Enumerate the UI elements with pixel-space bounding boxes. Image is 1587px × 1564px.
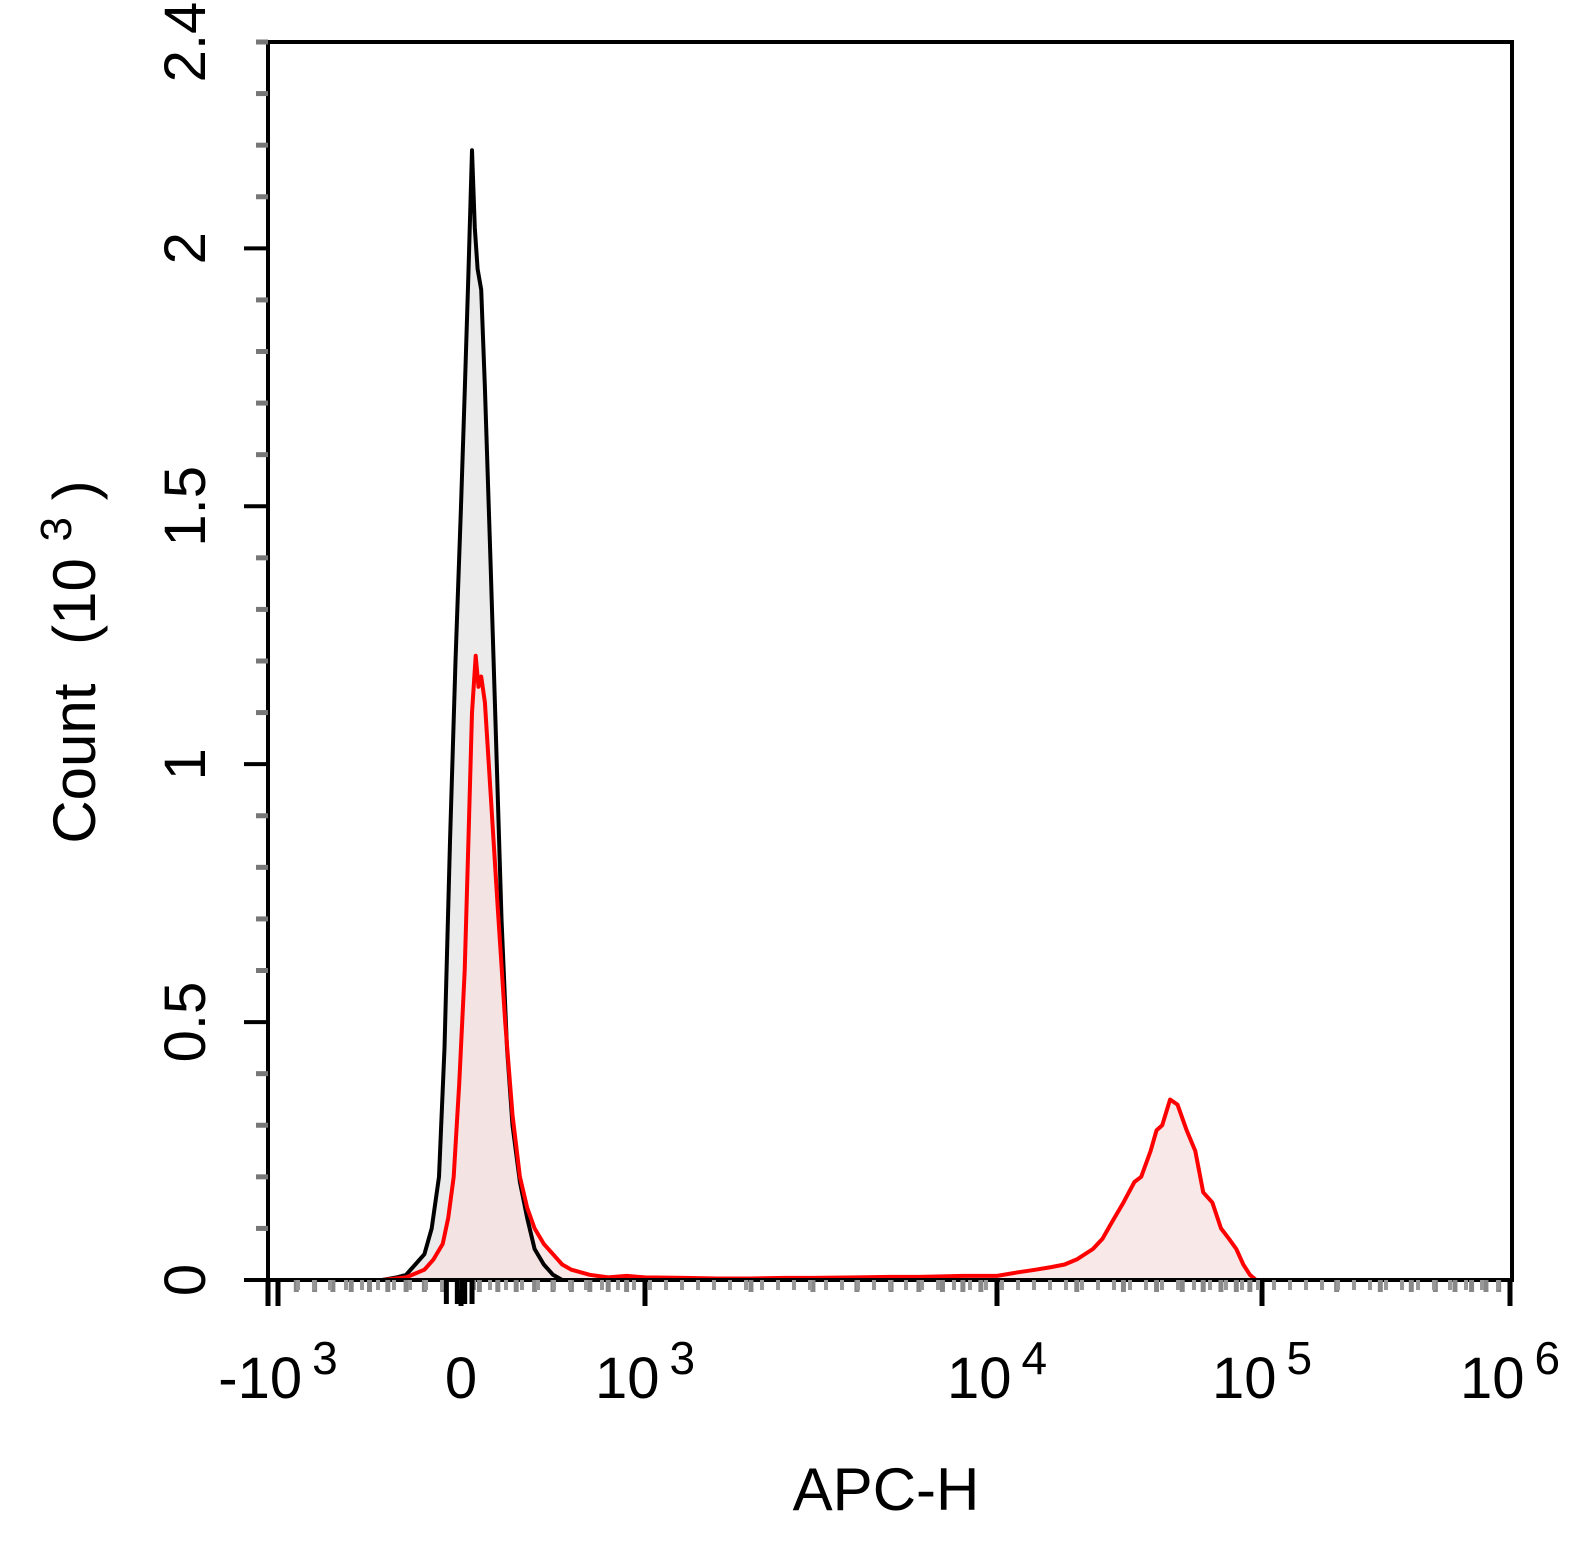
y-axis-ticks (244, 39, 268, 1282)
x-axis-ticks (265, 1280, 1513, 1306)
x-tick-label: -10 3 (218, 1332, 337, 1411)
y-tick-label: 2 (153, 232, 218, 264)
y-tick-label: 0 (153, 1264, 218, 1296)
y-tick-label: 1 (153, 748, 218, 780)
x-tick-label: 0 (445, 1346, 477, 1411)
y-axis-title-unit-exp: 3 (32, 517, 81, 541)
y-axis-title-unit-close: ) (41, 480, 108, 500)
y-tick-label: 0.5 (153, 982, 218, 1063)
y-axis-tick-labels: 0 0.5 1 1.5 2 2.4 (153, 2, 218, 1296)
x-tick-label: 10 3 (595, 1332, 695, 1411)
y-tick-label: 2.4 (153, 2, 218, 83)
x-tick-label: 10 6 (1460, 1332, 1560, 1411)
series-1-line (382, 653, 1258, 1282)
y-axis-title: Count (10 3 ) (17, 480, 108, 843)
x-tick-label: 10 4 (947, 1332, 1047, 1411)
x-tick-label: 10 5 (1212, 1332, 1312, 1411)
x-axis-title: APC-H (793, 1456, 980, 1523)
x-axis-tick-labels: -10 3 0 10 3 10 4 10 5 10 6 (218, 1332, 1560, 1411)
series-1-fill (382, 655, 1257, 1280)
y-axis-title-unit-base: (10 (41, 558, 108, 645)
y-tick-label: 1.5 (153, 466, 218, 547)
series-lines (381, 148, 1258, 1282)
y-axis-title-main: Count (41, 683, 108, 843)
